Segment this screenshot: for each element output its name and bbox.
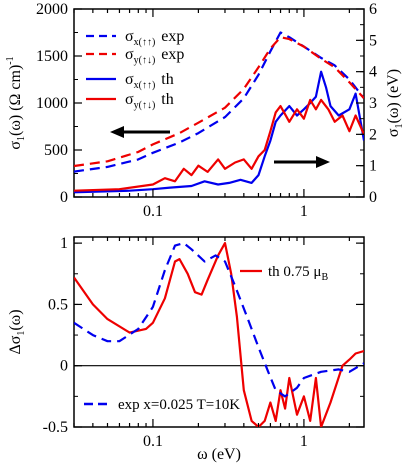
legend-label-sigy-exp: σy(↑↓) exp <box>125 46 184 66</box>
top-y2-tick-label: 3 <box>369 95 377 112</box>
bottom-legend: th 0.75 μB exp x=0.025 T=10K <box>84 264 328 413</box>
top-x-tick-label: 0.1 <box>143 203 163 220</box>
top-y-tick-label: 2000 <box>36 1 68 18</box>
bottom-panel-frame <box>73 236 365 428</box>
bottom-x-tick-label: 0.1 <box>143 433 163 450</box>
left-arrow-annotation <box>110 126 170 138</box>
top-y2-tick-label: 6 <box>369 1 377 18</box>
bottom-y-tick-label: -0.5 <box>43 419 68 436</box>
top-axes: 0.1 1 0 500 1000 1500 2000 0 1 2 3 4 5 6 <box>36 1 377 220</box>
top-y2-tick-label: 4 <box>369 64 377 81</box>
bottom-y-tick-label: 0 <box>60 358 68 375</box>
top-y-tick-label: 0 <box>60 189 68 206</box>
top-x-tick-label: 1 <box>300 203 308 220</box>
top-y-tick-label: 1500 <box>36 48 68 65</box>
top-y2-tick-label: 0 <box>369 189 377 206</box>
legend-label-th: th 0.75 μB <box>268 264 328 283</box>
x-axis-label: ω (eV) <box>197 446 241 463</box>
bottom-axes: 0.1 1 -0.5 0 0.5 1 <box>43 235 364 450</box>
top-plot-area <box>74 31 364 194</box>
top-series-2 <box>74 70 364 194</box>
top-y-tick-label: 500 <box>44 142 68 159</box>
bottom-y-tick-label: 1 <box>60 235 68 252</box>
bottom-y-axis-label: Δσ1(ω) <box>7 309 27 354</box>
bottom-series-0 <box>74 242 364 427</box>
top-series-3 <box>74 98 364 192</box>
legend-label-sigx-exp: σx(↑↑) exp <box>125 28 184 48</box>
top-y2-tick-label: 2 <box>369 126 377 143</box>
right-arrow-annotation <box>274 156 330 168</box>
top-y2-axis-label: σ1(ω) (eV) <box>385 69 405 137</box>
top-y-tick-label: 1000 <box>36 95 68 112</box>
bottom-y-tick-label: 0.5 <box>48 296 68 313</box>
top-legend: σx(↑↑) exp σy(↑↓) exp σx(↑↑) th σy(↑↓) th <box>86 28 184 111</box>
bottom-x-tick-label: 1 <box>300 433 308 450</box>
legend-label-sigx-th: σx(↑↑) th <box>125 71 174 91</box>
legend-label-sigy-th: σy(↑↓) th <box>125 91 174 111</box>
bottom-series-1 <box>74 242 364 398</box>
top-series-0 <box>74 31 364 173</box>
top-y2-tick-label: 5 <box>369 32 377 49</box>
top-series-1 <box>74 36 364 168</box>
top-y2-tick-label: 1 <box>369 158 377 175</box>
bottom-plot-area <box>74 242 364 427</box>
legend-label-exp: exp x=0.025 T=10K <box>118 397 240 413</box>
top-y-axis-label: σ1(ω) (Ω cm)-1 <box>5 56 27 149</box>
